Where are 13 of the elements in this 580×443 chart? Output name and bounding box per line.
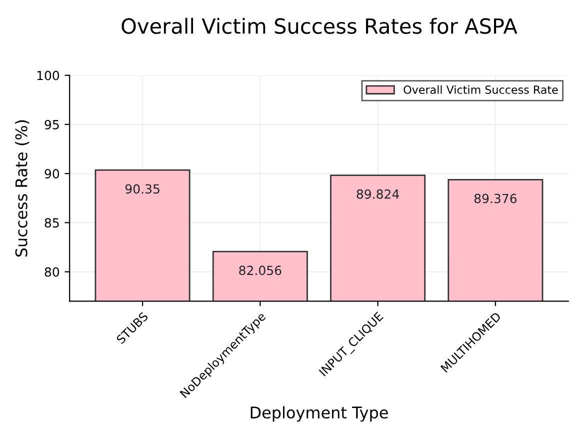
y-tick-label: 80 — [44, 267, 60, 277]
data-label: 89.824 — [356, 189, 399, 199]
y-tick-label: 90 — [44, 169, 60, 178]
y-tick-label: 95 — [44, 120, 59, 130]
x-axis-title: Deployment Type — [250, 406, 388, 422]
chart-title: Overall Victim Success Rates for ASPA — [122, 18, 518, 34]
y-tick-label: 85 — [44, 218, 59, 228]
data-label: 90.35 — [125, 184, 160, 194]
data-label: 89.376 — [474, 194, 517, 204]
y-tick-label: 100 — [37, 70, 60, 80]
y-axis-title: Success Rate (%) — [15, 120, 30, 257]
legend-label: Overall Victim Success Rate — [404, 85, 558, 94]
data-label: 82.056 — [239, 266, 282, 276]
